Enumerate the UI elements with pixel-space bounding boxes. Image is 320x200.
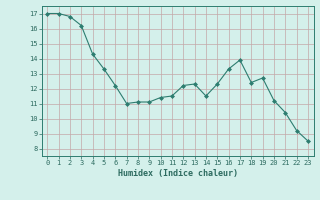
X-axis label: Humidex (Indice chaleur): Humidex (Indice chaleur) bbox=[118, 169, 237, 178]
